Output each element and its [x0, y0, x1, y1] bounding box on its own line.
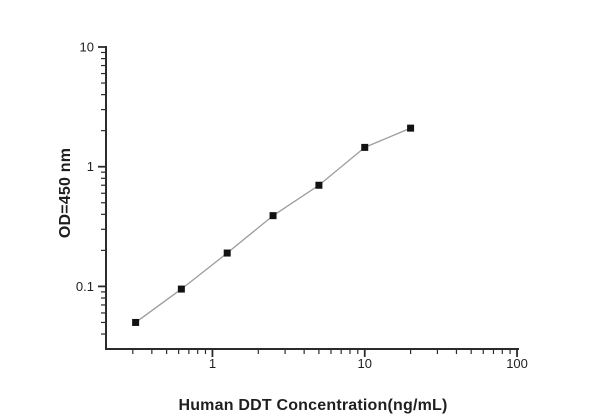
data-point-marker [223, 249, 231, 257]
x-tick-label: 1 [209, 356, 216, 371]
series-line [135, 127, 411, 323]
x-tick-label: 100 [506, 356, 528, 371]
chart-plot-area: 1 10 100 0.1 1 10 [76, 40, 528, 372]
data-point-marker [315, 181, 323, 189]
data-point-marker [361, 143, 369, 151]
y-axis-title: OD=450 nm [57, 148, 74, 238]
y-tick-label: 1 [87, 159, 94, 174]
y-tick-label: 0.1 [76, 279, 94, 294]
x-tick-label: 10 [358, 356, 372, 371]
x-axis-title: Human DDT Concentration(ng/mL) [178, 397, 447, 414]
data-point-marker [269, 212, 277, 220]
data-point-marker [407, 124, 415, 132]
data-point-marker [132, 318, 140, 326]
data-point-marker [177, 285, 185, 293]
y-tick-label: 10 [80, 40, 94, 55]
